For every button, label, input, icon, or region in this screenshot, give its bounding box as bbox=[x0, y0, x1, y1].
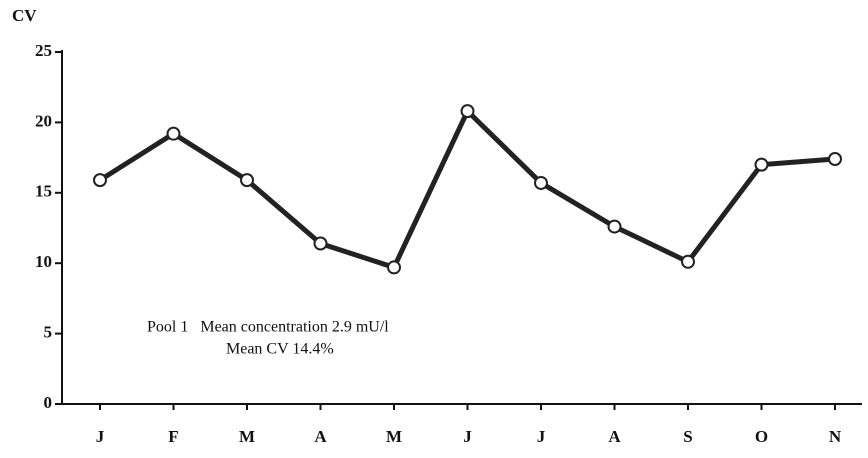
data-point bbox=[681, 254, 695, 269]
annotation: Mean CV 14.4% bbox=[226, 341, 334, 358]
y-tick-label: 15 bbox=[35, 182, 52, 201]
data-point bbox=[607, 219, 622, 234]
x-tick-label: F bbox=[168, 427, 178, 446]
data-point bbox=[754, 157, 769, 172]
x-tick-label: O bbox=[755, 427, 768, 446]
y-tick-label: 10 bbox=[35, 252, 52, 271]
data-point bbox=[93, 173, 107, 188]
data-point bbox=[313, 236, 328, 251]
data-line bbox=[98, 108, 836, 270]
x-tick-label: J bbox=[537, 427, 546, 446]
x-tick-label: J bbox=[463, 427, 472, 446]
x-tick-label: A bbox=[314, 427, 327, 446]
y-tick-label: 0 bbox=[44, 393, 53, 412]
data-point bbox=[828, 152, 842, 167]
annotation: Pool 1 Mean concentration 2.9 mU/l bbox=[147, 319, 389, 336]
data-point bbox=[460, 104, 475, 119]
y-tick-label: 20 bbox=[35, 111, 52, 130]
x-tick-label: S bbox=[683, 427, 692, 446]
x-tick-label: J bbox=[96, 427, 105, 446]
data-point bbox=[166, 126, 181, 141]
x-tick-label: N bbox=[829, 427, 842, 446]
y-tick-label: 25 bbox=[35, 41, 52, 60]
y-tick-label: 5 bbox=[44, 323, 53, 342]
data-point bbox=[534, 175, 548, 190]
x-tick-label: M bbox=[386, 427, 402, 446]
data-point bbox=[240, 173, 254, 188]
y-axis-label: CV bbox=[12, 6, 37, 25]
x-tick-label: A bbox=[608, 427, 621, 446]
x-tick-label: M bbox=[239, 427, 255, 446]
data-point bbox=[387, 260, 401, 275]
